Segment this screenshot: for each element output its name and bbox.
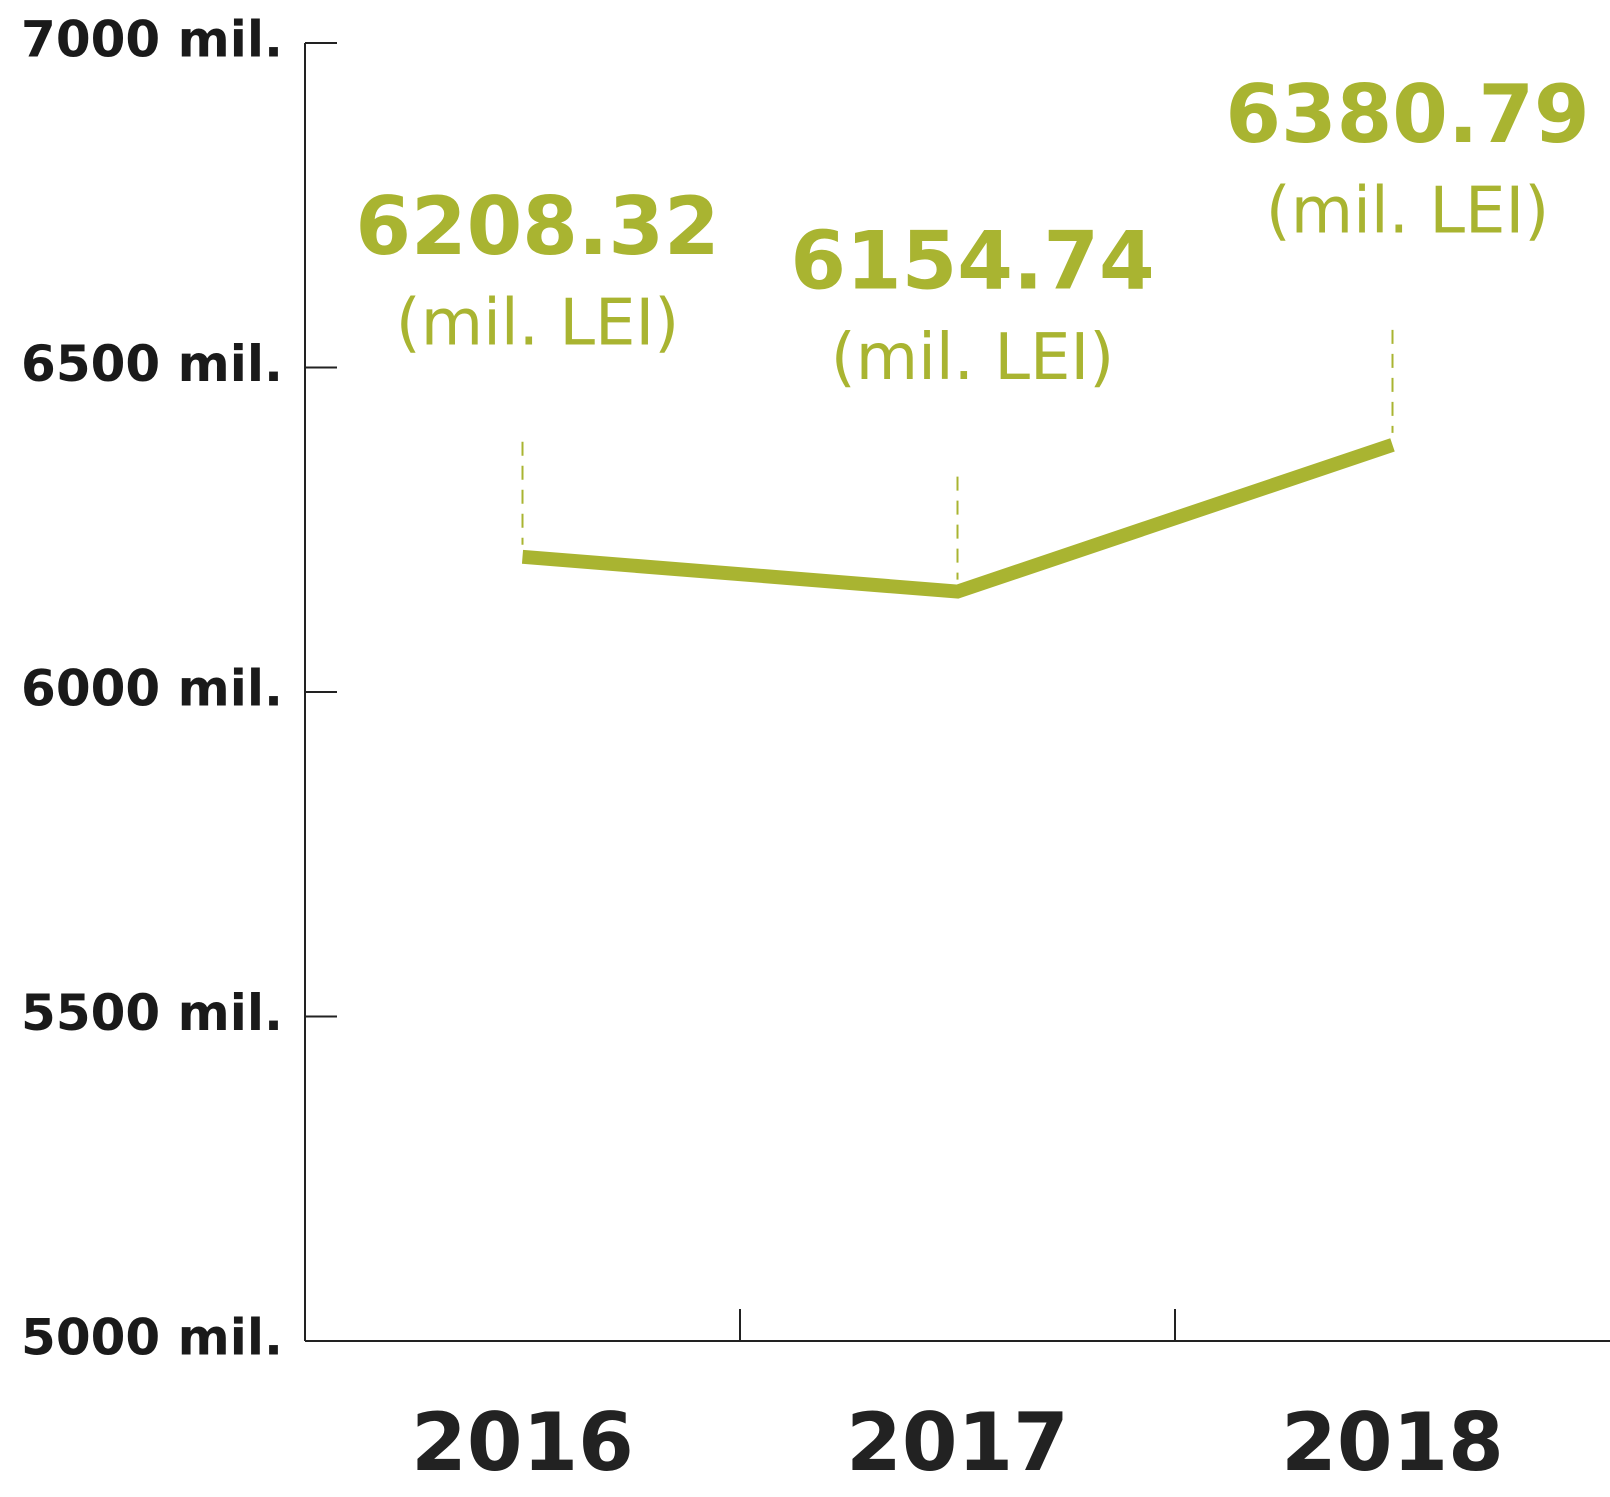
y-tick-label: 6500 mil. [21,335,283,393]
y-tick-label: 6000 mil. [21,660,283,718]
line [521,438,1395,599]
unit-label: (mil. LEI) [1266,174,1550,248]
x-tick-label: 2017 [846,1396,1069,1489]
unit-label: (mil. LEI) [831,321,1115,395]
unit-label: (mil. LEI) [396,286,680,360]
value-label: 6380.79 [1225,68,1589,161]
y-tick-label: 7000 mil. [21,11,283,69]
y-tick-label: 5500 mil. [21,984,283,1042]
value-label: 6154.74 [790,215,1154,308]
x-tick-label: 2018 [1281,1396,1504,1489]
x-tick-label: 2016 [411,1396,634,1489]
y-tick-label: 5000 mil. [21,1309,283,1367]
value-label: 6208.32 [355,180,719,273]
